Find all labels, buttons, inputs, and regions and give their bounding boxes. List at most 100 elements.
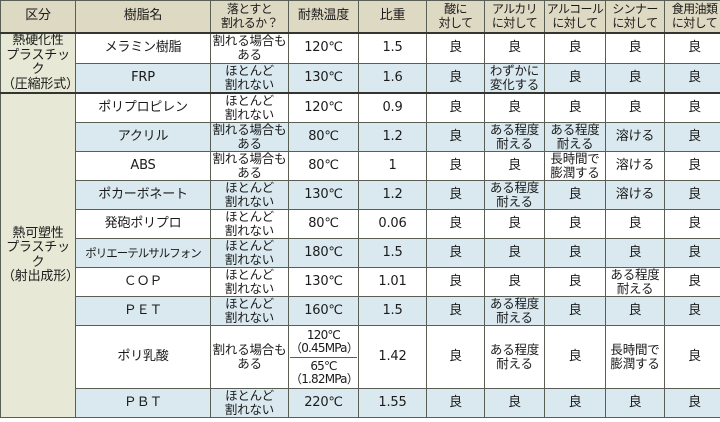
- text-line: 耐える: [496, 136, 533, 152]
- text-line: アルカリ: [491, 2, 538, 17]
- text-line: 熱硬化性: [12, 33, 64, 48]
- text-line: ほとんど: [225, 296, 274, 312]
- cell-acid-resistance: 良: [426, 296, 485, 327]
- cell-heat-resistance: 160℃: [288, 296, 359, 327]
- text-line: 割れる場合も: [212, 122, 287, 138]
- cell-acid-resistance: 良: [426, 180, 485, 211]
- cell-heat-resistance: 130℃: [288, 267, 359, 298]
- cell-heat-resistance: 120℃ （0.45MPa） 65℃ （1.82MPa）: [288, 325, 359, 390]
- cell-heat-resistance: 120℃: [288, 92, 359, 124]
- text-line: 割れる場合も: [212, 342, 287, 358]
- cell-alcohol-resistance: 良: [544, 92, 606, 124]
- heat-value-primary: 120℃ （0.45MPa）: [290, 327, 358, 358]
- cell-alkali-resistance: 良: [484, 151, 545, 182]
- cell-alkali-resistance: ある程度 耐える: [484, 122, 545, 153]
- cell-alcohol-resistance: 良: [544, 388, 606, 419]
- cell-alkali-resistance: 良: [484, 238, 545, 269]
- text-line: わずかに: [489, 63, 540, 78]
- cell-drop-test: ほとんど 割れない: [210, 267, 289, 298]
- cell-oil-resistance: 良: [664, 238, 720, 269]
- cell-resin-name: アクリル: [75, 122, 211, 153]
- cell-alcohol-resistance: 良: [544, 238, 606, 269]
- cell-thinner-resistance: 良: [605, 296, 665, 327]
- text-line: 変化する: [489, 76, 540, 92]
- cell-acid-resistance: 良: [426, 238, 485, 269]
- text-line: ある: [237, 47, 262, 63]
- table-row: ポリエーテルサルフォン ほとんど 割れない 180℃ 1.5 良良良良良: [1, 238, 720, 269]
- cell-specific-gravity: 1: [358, 151, 427, 182]
- cell-alcohol-resistance: 良: [544, 180, 606, 211]
- text-line: ある程度: [489, 122, 540, 138]
- cell-oil-resistance: 良: [664, 325, 720, 390]
- cell-thinner-resistance: 溶ける: [605, 151, 665, 182]
- cell-heat-resistance: 80℃: [288, 122, 359, 153]
- text-line: に対して: [671, 15, 718, 30]
- cell-alcohol-resistance: 良: [544, 62, 606, 94]
- cell-drop-test: ほとんど 割れない: [210, 180, 289, 211]
- cell-resin-name: ABS: [75, 151, 211, 182]
- table-row: ポリ乳酸 割れる場合も ある 120℃ （0.45MPa） 65℃ （1.82MPa） 1.4…: [1, 325, 720, 390]
- cell-oil-resistance: 良: [664, 209, 720, 240]
- cell-resin-name: ポリプロピレン: [75, 92, 211, 124]
- cell-heat-resistance: 130℃: [288, 180, 359, 211]
- text-line: 割れる場合も: [212, 33, 287, 49]
- cell-thinner-resistance: 良: [605, 92, 665, 124]
- cell-heat-resistance: 120℃: [288, 31, 359, 64]
- text-line: 割れない: [224, 402, 275, 418]
- cell-thinner-resistance: 良: [605, 388, 665, 419]
- text-line: ある程度: [489, 342, 540, 358]
- text-line: に対して: [491, 15, 538, 30]
- group-cell-thermoplastic: 熱可塑性 プラスチック （射出成形）: [0, 92, 76, 419]
- table-row: ポカーボネート ほとんど 割れない 130℃ 1.2 良ある程度 耐える良溶ける良: [1, 180, 720, 211]
- cell-alcohol-resistance: ある程度 耐える: [544, 122, 606, 153]
- cell-acid-resistance: 良: [426, 325, 485, 390]
- cell-alcohol-resistance: 良: [544, 325, 606, 390]
- table-row: 熱可塑性 プラスチック （射出成形） ポリプロピレン ほとんど 割れない 120℃ 0.9 良良…: [0, 92, 720, 419]
- text-line: 割れない: [224, 223, 275, 239]
- text-line: 対して: [438, 15, 473, 30]
- column-header-kubun: 区分: [0, 0, 76, 34]
- cell-alkali-resistance: ある程度 耐える: [484, 296, 545, 327]
- cell-heat-resistance: 180℃: [288, 238, 359, 269]
- cell-thinner-resistance: 溶ける: [605, 122, 665, 153]
- column-header-heat: 耐熱温度: [288, 0, 359, 34]
- text-line: に対して: [552, 15, 598, 30]
- cell-specific-gravity: 1.2: [358, 180, 427, 211]
- column-header-drop: 落とすと 割れるか？: [210, 0, 289, 34]
- cell-drop-test: ほとんど 割れない: [210, 209, 289, 240]
- cell-acid-resistance: 良: [426, 151, 485, 182]
- cell-specific-gravity: 1.2: [358, 122, 427, 153]
- cell-thinner-resistance: 良: [605, 62, 665, 94]
- cell-acid-resistance: 良: [426, 267, 485, 298]
- text-line: （0.45MPa）: [290, 340, 358, 355]
- text-line: 割れない: [224, 252, 275, 268]
- cell-resin-name: ポリエーテルサルフォン: [75, 238, 211, 269]
- text-line: ある程度: [550, 122, 600, 138]
- cell-alkali-resistance: 良: [484, 31, 545, 64]
- text-line: ほとんど: [225, 388, 274, 404]
- table-row: ABS 割れる場合も ある 80℃ 1 良良長時間で 膨潤する 溶ける良: [1, 151, 720, 182]
- column-header-name: 樹脂名: [75, 0, 211, 34]
- cell-drop-test: 割れる場合も ある: [210, 151, 289, 182]
- cell-oil-resistance: 良: [664, 92, 720, 124]
- text-line: ほとんど: [225, 209, 274, 225]
- cell-drop-test: 割れる場合も ある: [210, 325, 289, 390]
- cell-oil-resistance: 良: [664, 296, 720, 327]
- cell-oil-resistance: 良: [664, 62, 720, 94]
- text-line: 食用油類: [671, 2, 718, 17]
- cell-oil-resistance: 良: [664, 31, 720, 64]
- heat-value-secondary: 65℃ （1.82MPa）: [290, 358, 358, 388]
- column-header-gravity: 比重: [358, 0, 427, 34]
- column-header-thinner: シンナー に対して: [605, 0, 665, 34]
- text-line: ある程度: [610, 267, 660, 283]
- text-line: 120℃: [306, 327, 341, 342]
- text-line: 長時間で: [550, 151, 600, 167]
- cell-specific-gravity: 0.9: [358, 92, 427, 124]
- text-line: 割れない: [224, 107, 275, 123]
- text-line: 割れない: [224, 194, 275, 210]
- text-line: （圧縮形式）: [2, 76, 76, 92]
- text-line: 膨潤する: [550, 165, 600, 181]
- cell-resin-name: ポリ乳酸: [75, 325, 211, 390]
- cell-specific-gravity: 1.01: [358, 267, 427, 298]
- column-header-alkali: アルカリ に対して: [484, 0, 545, 34]
